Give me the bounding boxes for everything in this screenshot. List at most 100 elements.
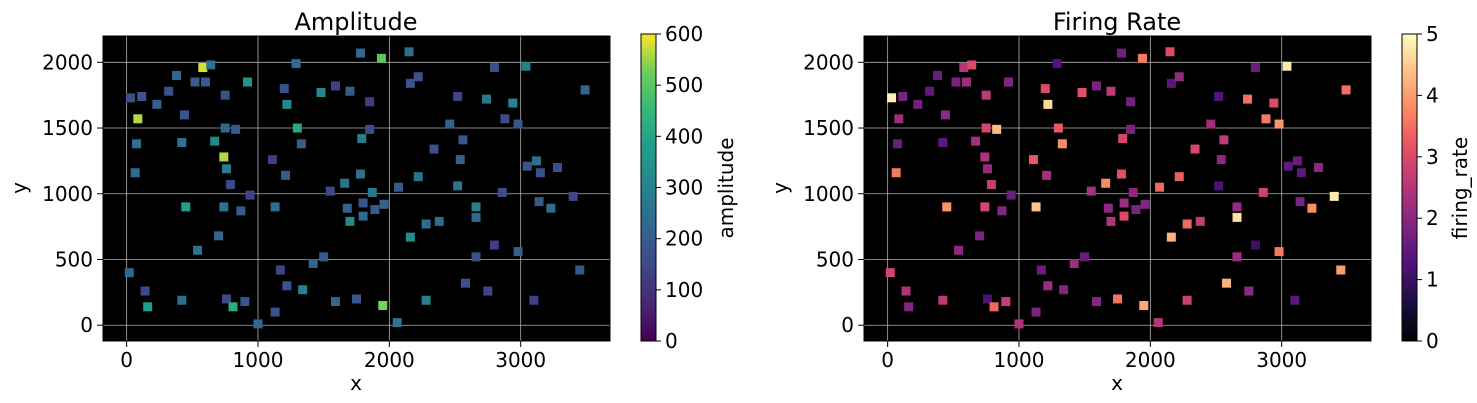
amplitude-y-tick-label: 2000 xyxy=(42,50,93,74)
firing-rate-plot-area xyxy=(864,36,1371,341)
amplitude-data-point xyxy=(568,191,578,201)
firing-rate-data-point xyxy=(981,90,991,100)
firing-rate-data-point xyxy=(1155,182,1165,192)
firing-rate-data-point xyxy=(992,124,1002,134)
firing-rate-data-point xyxy=(1174,72,1184,82)
amplitude-data-point xyxy=(552,162,562,172)
amplitude-data-point xyxy=(453,91,463,101)
amplitude-data-point xyxy=(291,59,301,69)
amplitude-colorbar-tick-label: 500 xyxy=(665,73,703,97)
amplitude-data-point xyxy=(413,72,423,82)
amplitude-data-point xyxy=(342,203,352,213)
firing-rate-data-point xyxy=(986,180,996,190)
amplitude-data-point xyxy=(497,187,507,197)
amplitude-colorbar-tick-label: 100 xyxy=(665,278,703,302)
firing-rate-data-point xyxy=(933,70,943,80)
firing-rate-data-point xyxy=(1243,94,1253,104)
firing-rate-data-points xyxy=(885,47,1351,329)
amplitude-data-point xyxy=(242,77,252,87)
firing-rate-data-point xyxy=(1250,240,1260,250)
firing-rate-data-point xyxy=(1006,190,1016,200)
amplitude-data-point xyxy=(376,53,386,63)
firing-rate-data-point xyxy=(1001,297,1011,307)
firing-rate-data-point xyxy=(981,123,991,133)
firing-rate-data-point xyxy=(1292,156,1302,166)
firing-rate-x-tick-label: 1000 xyxy=(994,348,1045,372)
amplitude-data-point xyxy=(421,295,431,305)
amplitude-data-point xyxy=(513,247,523,257)
amplitude-data-point xyxy=(131,139,141,149)
amplitude-data-point xyxy=(489,63,499,73)
amplitude-data-point xyxy=(298,285,308,295)
firing-rate-colorbar-tick-label: 4 xyxy=(1426,83,1439,107)
amplitude-data-point xyxy=(365,97,375,107)
amplitude-data-point xyxy=(220,123,230,133)
firing-rate-data-point xyxy=(1036,265,1046,275)
amplitude-data-point xyxy=(330,297,340,307)
amplitude-data-point xyxy=(355,48,365,58)
firing-rate-data-point xyxy=(1103,203,1113,213)
amplitude-x-axis-label: x xyxy=(350,371,362,395)
amplitude-data-point xyxy=(210,136,220,146)
amplitude-chart-title: Amplitude xyxy=(295,8,418,36)
amplitude-y-ticks: 0 500 1000 1500 2000 xyxy=(42,50,103,337)
amplitude-data-point xyxy=(177,137,187,147)
firing-rate-x-axis-label: x xyxy=(1111,371,1123,395)
firing-rate-data-point xyxy=(1269,98,1279,108)
firing-rate-y-tick-label: 0 xyxy=(841,313,854,337)
firing-rate-data-point xyxy=(1086,186,1096,196)
firing-rate-x-tick-label: 2000 xyxy=(1125,348,1176,372)
amplitude-data-point xyxy=(177,295,187,305)
amplitude-data-point xyxy=(508,98,518,108)
amplitude-data-point xyxy=(365,124,375,134)
firing-rate-data-point xyxy=(967,60,977,70)
firing-rate-data-point xyxy=(1216,155,1226,165)
firing-rate-data-point xyxy=(1313,162,1323,172)
amplitude-data-point xyxy=(471,202,481,212)
firing-rate-data-point xyxy=(1232,202,1242,212)
firing-rate-data-point xyxy=(1232,212,1242,222)
firing-rate-data-point xyxy=(925,86,935,96)
amplitude-data-point xyxy=(270,307,280,317)
firing-rate-data-point xyxy=(989,302,999,312)
firing-rate-data-point xyxy=(1274,247,1284,257)
firing-rate-x-ticks: 0 1000 2000 3000 xyxy=(881,341,1307,372)
firing-rate-data-point xyxy=(938,137,948,147)
firing-rate-y-tick-label: 1000 xyxy=(803,182,854,206)
firing-rate-data-point xyxy=(1307,203,1317,213)
firing-rate-data-point xyxy=(1118,134,1128,144)
amplitude-y-tick-label: 1500 xyxy=(42,116,93,140)
firing-rate-colorbar-tick-label: 0 xyxy=(1426,329,1439,353)
firing-rate-data-point xyxy=(1126,124,1136,134)
amplitude-data-point xyxy=(240,297,250,307)
amplitude-data-point xyxy=(143,302,153,312)
amplitude-data-point xyxy=(179,110,189,120)
amplitude-data-point xyxy=(200,77,210,87)
amplitude-data-point xyxy=(358,198,368,208)
firing-rate-data-point xyxy=(997,206,1007,216)
amplitude-colorbar-tick-label: 200 xyxy=(665,227,703,251)
firing-rate-data-point xyxy=(1329,191,1339,201)
firing-rate-data-point xyxy=(1139,301,1149,311)
amplitude-data-point xyxy=(172,70,182,80)
amplitude-data-point xyxy=(379,199,389,209)
firing-rate-data-point xyxy=(1031,307,1041,317)
amplitude-data-point xyxy=(355,169,365,179)
amplitude-data-point xyxy=(405,232,415,242)
amplitude-data-point xyxy=(325,186,335,196)
firing-rate-data-point xyxy=(1190,144,1200,154)
firing-rate-data-point xyxy=(1077,88,1087,98)
amplitude-data-point xyxy=(190,77,200,87)
amplitude-colorbar-tick-label: 0 xyxy=(665,329,678,353)
amplitude-data-point xyxy=(220,90,230,100)
firing-rate-y-tick-label: 500 xyxy=(816,247,854,271)
firing-rate-colorbar xyxy=(1401,33,1418,342)
firing-rate-data-point xyxy=(1250,63,1260,73)
amplitude-data-point xyxy=(521,61,531,71)
amplitude-data-point xyxy=(130,168,140,178)
firing-rate-data-point xyxy=(1003,77,1013,87)
firing-rate-data-point xyxy=(982,294,992,304)
amplitude-data-point xyxy=(535,168,545,178)
firing-rate-data-point xyxy=(1101,178,1111,188)
